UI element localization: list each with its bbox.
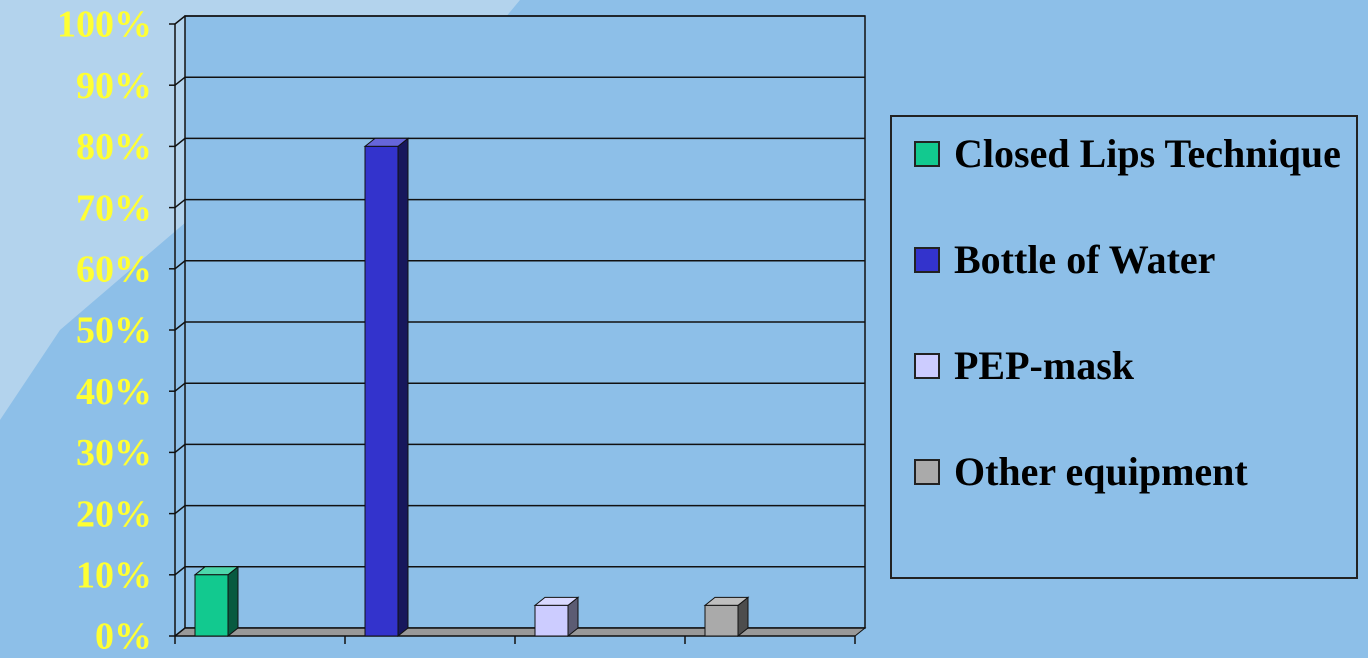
legend-swatch (914, 141, 940, 167)
y-tick-label: 60% (76, 249, 152, 291)
legend-item: Other equipment (902, 449, 1346, 549)
bar-side (227, 565, 239, 638)
grid-line (174, 566, 865, 576)
legend-label: Bottle of Water (954, 237, 1216, 282)
floor (173, 627, 867, 637)
grid-line (174, 382, 865, 392)
legend-item: Bottle of Water (902, 237, 1346, 343)
bar (194, 574, 229, 637)
grid-line (174, 260, 865, 270)
y-tick-label: 100% (57, 4, 152, 46)
grid-line (174, 627, 865, 637)
grid-line (174, 198, 865, 209)
y-tick-label: 50% (76, 310, 152, 352)
grid-line (174, 443, 865, 453)
y-tick-label: 40% (76, 371, 152, 413)
y-tick-label: 70% (76, 187, 152, 229)
bar-side (397, 137, 409, 638)
legend: Closed Lips Technique Bottle of Water PEP-… (890, 115, 1358, 579)
grid-line (174, 504, 865, 515)
y-tick-label: 0% (95, 616, 152, 658)
legend-label: PEP-mask (954, 343, 1134, 388)
grid-line (174, 15, 865, 25)
bar (534, 604, 569, 637)
legend-label: Other equipment (954, 449, 1248, 494)
y-tick-label: 10% (76, 555, 152, 597)
grid-line (174, 137, 865, 147)
grid-line (174, 321, 865, 331)
legend-swatch (914, 459, 940, 485)
y-tick-label: 80% (76, 126, 152, 168)
legend-swatch (914, 353, 940, 379)
bar (364, 145, 399, 637)
y-tick-label: 20% (76, 493, 152, 535)
y-tick-label: 30% (76, 432, 152, 474)
bar (704, 604, 739, 637)
legend-item: PEP-mask (902, 343, 1346, 449)
y-tick-label: 90% (76, 65, 152, 107)
legend-item: Closed Lips Technique (902, 131, 1346, 237)
grid-line (174, 76, 865, 86)
legend-swatch (914, 247, 940, 273)
legend-label: Closed Lips Technique (954, 131, 1341, 176)
